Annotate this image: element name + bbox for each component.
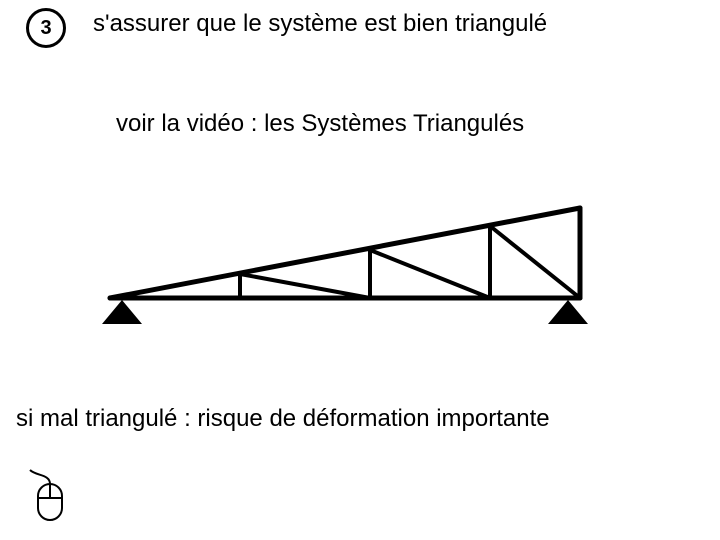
step-number-badge: 3 (26, 8, 66, 48)
mouse-icon (28, 468, 70, 528)
truss-diagram (80, 178, 640, 348)
video-reference: voir la vidéo : les Systèmes Triangulés (116, 110, 524, 138)
step-number-text: 3 (40, 17, 51, 40)
warning-text: si mal triangulé : risque de déformation… (16, 405, 550, 433)
instruction-title: s'assurer que le système est bien triang… (93, 10, 547, 38)
